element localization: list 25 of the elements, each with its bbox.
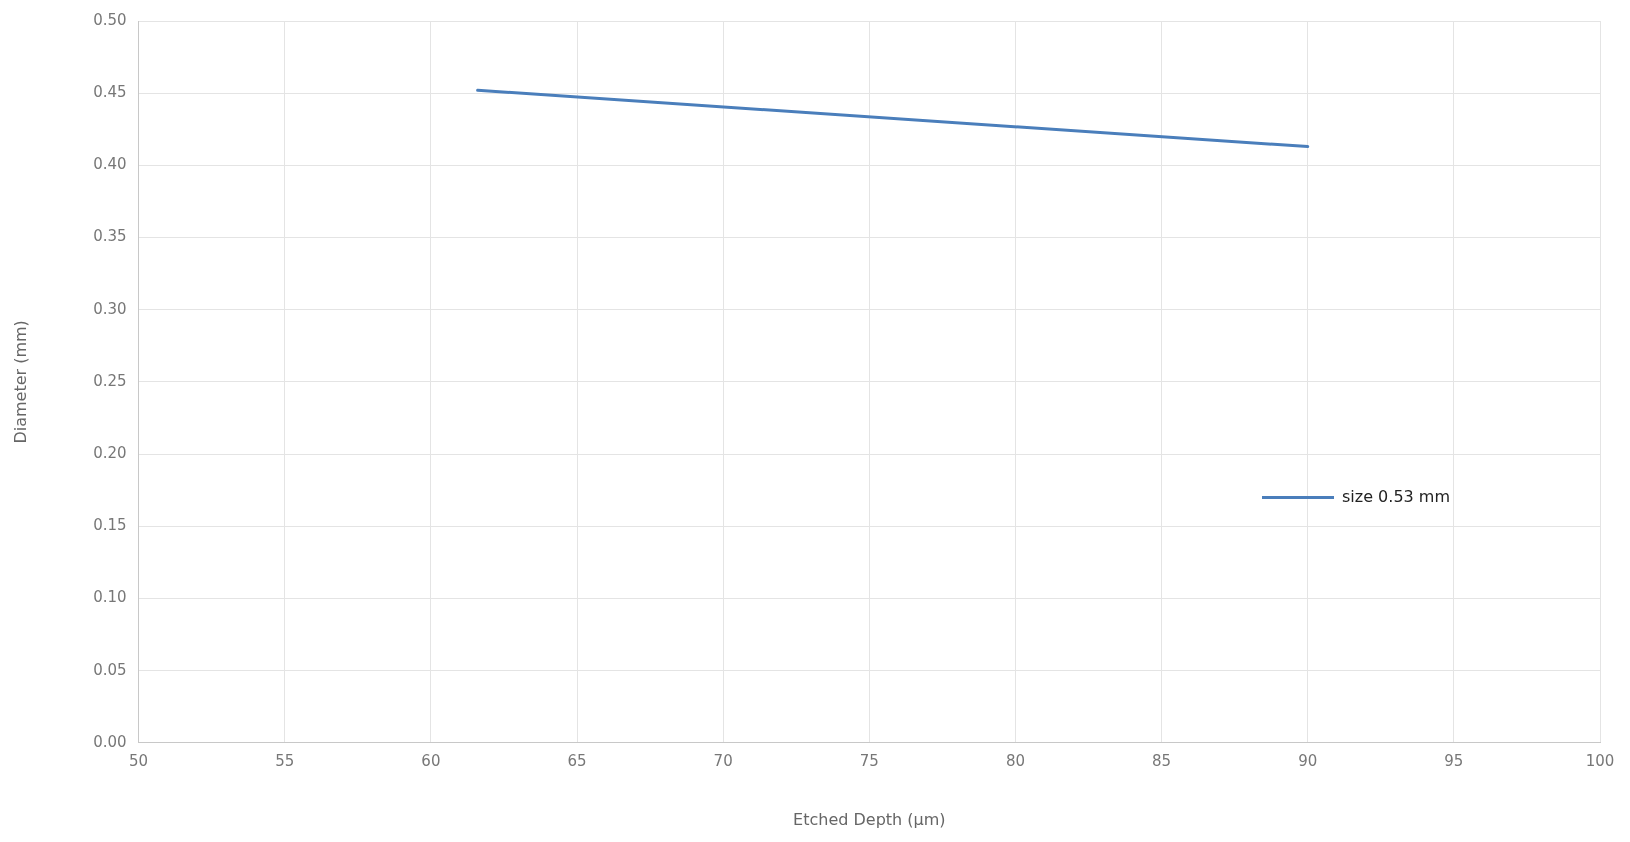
y-tick-label: 0.10 xyxy=(93,588,127,607)
x-tick-label: 70 xyxy=(713,751,733,770)
x-tick-label: 75 xyxy=(859,751,879,770)
y-tick-label: 0.00 xyxy=(93,732,127,751)
x-tick-label: 50 xyxy=(129,751,149,770)
x-tick-label: 90 xyxy=(1298,751,1318,770)
x-tick-label: 55 xyxy=(275,751,295,770)
y-tick-label: 0.45 xyxy=(93,83,127,102)
x-axis-title: Etched Depth (µm) xyxy=(793,809,946,829)
legend-label: size 0.53 mm xyxy=(1342,486,1451,506)
y-tick-label: 0.05 xyxy=(93,660,127,679)
y-tick-label: 0.15 xyxy=(93,516,127,535)
x-tick-label: 60 xyxy=(421,751,441,770)
x-tick-label: 80 xyxy=(1005,751,1025,770)
y-tick-label: 0.40 xyxy=(93,155,127,174)
y-tick-label: 0.50 xyxy=(93,10,127,29)
y-tick-label: 0.35 xyxy=(93,227,127,246)
x-tick-label: 95 xyxy=(1444,751,1464,770)
y-tick-label: 0.25 xyxy=(93,371,127,390)
y-axis-title: Diameter (mm) xyxy=(10,320,30,444)
y-tick-label: 0.30 xyxy=(93,299,127,318)
x-tick-label: 65 xyxy=(567,751,587,770)
x-tick-label: 85 xyxy=(1152,751,1172,770)
x-tick-label: 100 xyxy=(1585,751,1615,770)
y-tick-label: 0.20 xyxy=(93,443,127,462)
